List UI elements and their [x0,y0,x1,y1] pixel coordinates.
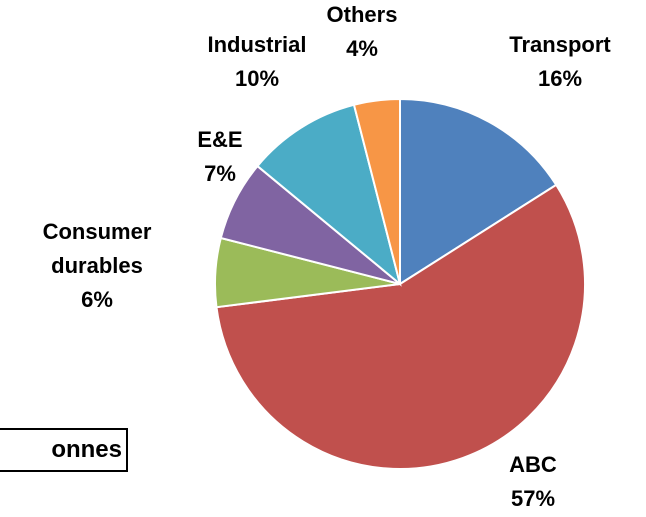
slice-name: ABC [509,452,557,477]
slice-label: E&E 7% [160,123,280,191]
slice-value: 10% [234,66,280,91]
slice-value: 6% [81,287,113,312]
slice-value: 7% [204,161,236,186]
pie-slice [399,97,558,286]
slice-label: Industrial 10% [167,28,347,96]
pie-slice [256,103,402,287]
slice-label: Transport 16% [460,28,646,96]
slice-name: Others [326,2,398,27]
slice-name: Consumer durables [42,219,152,278]
slice-value: 16% [537,66,583,91]
slice-name: Industrial [207,32,307,57]
slice-label: ABC 57% [473,448,593,516]
slice-name: E&E [197,127,243,152]
slice-label: Others 4% [302,0,422,66]
pie-slice [215,183,586,470]
slice-value: 57% [510,486,556,511]
unit-label: onnes [0,428,128,472]
slice-value: 4% [346,36,378,61]
slice-name: Transport [509,32,611,57]
pie-slice [352,97,401,285]
slice-label: Consumer durables 6% [22,215,172,317]
